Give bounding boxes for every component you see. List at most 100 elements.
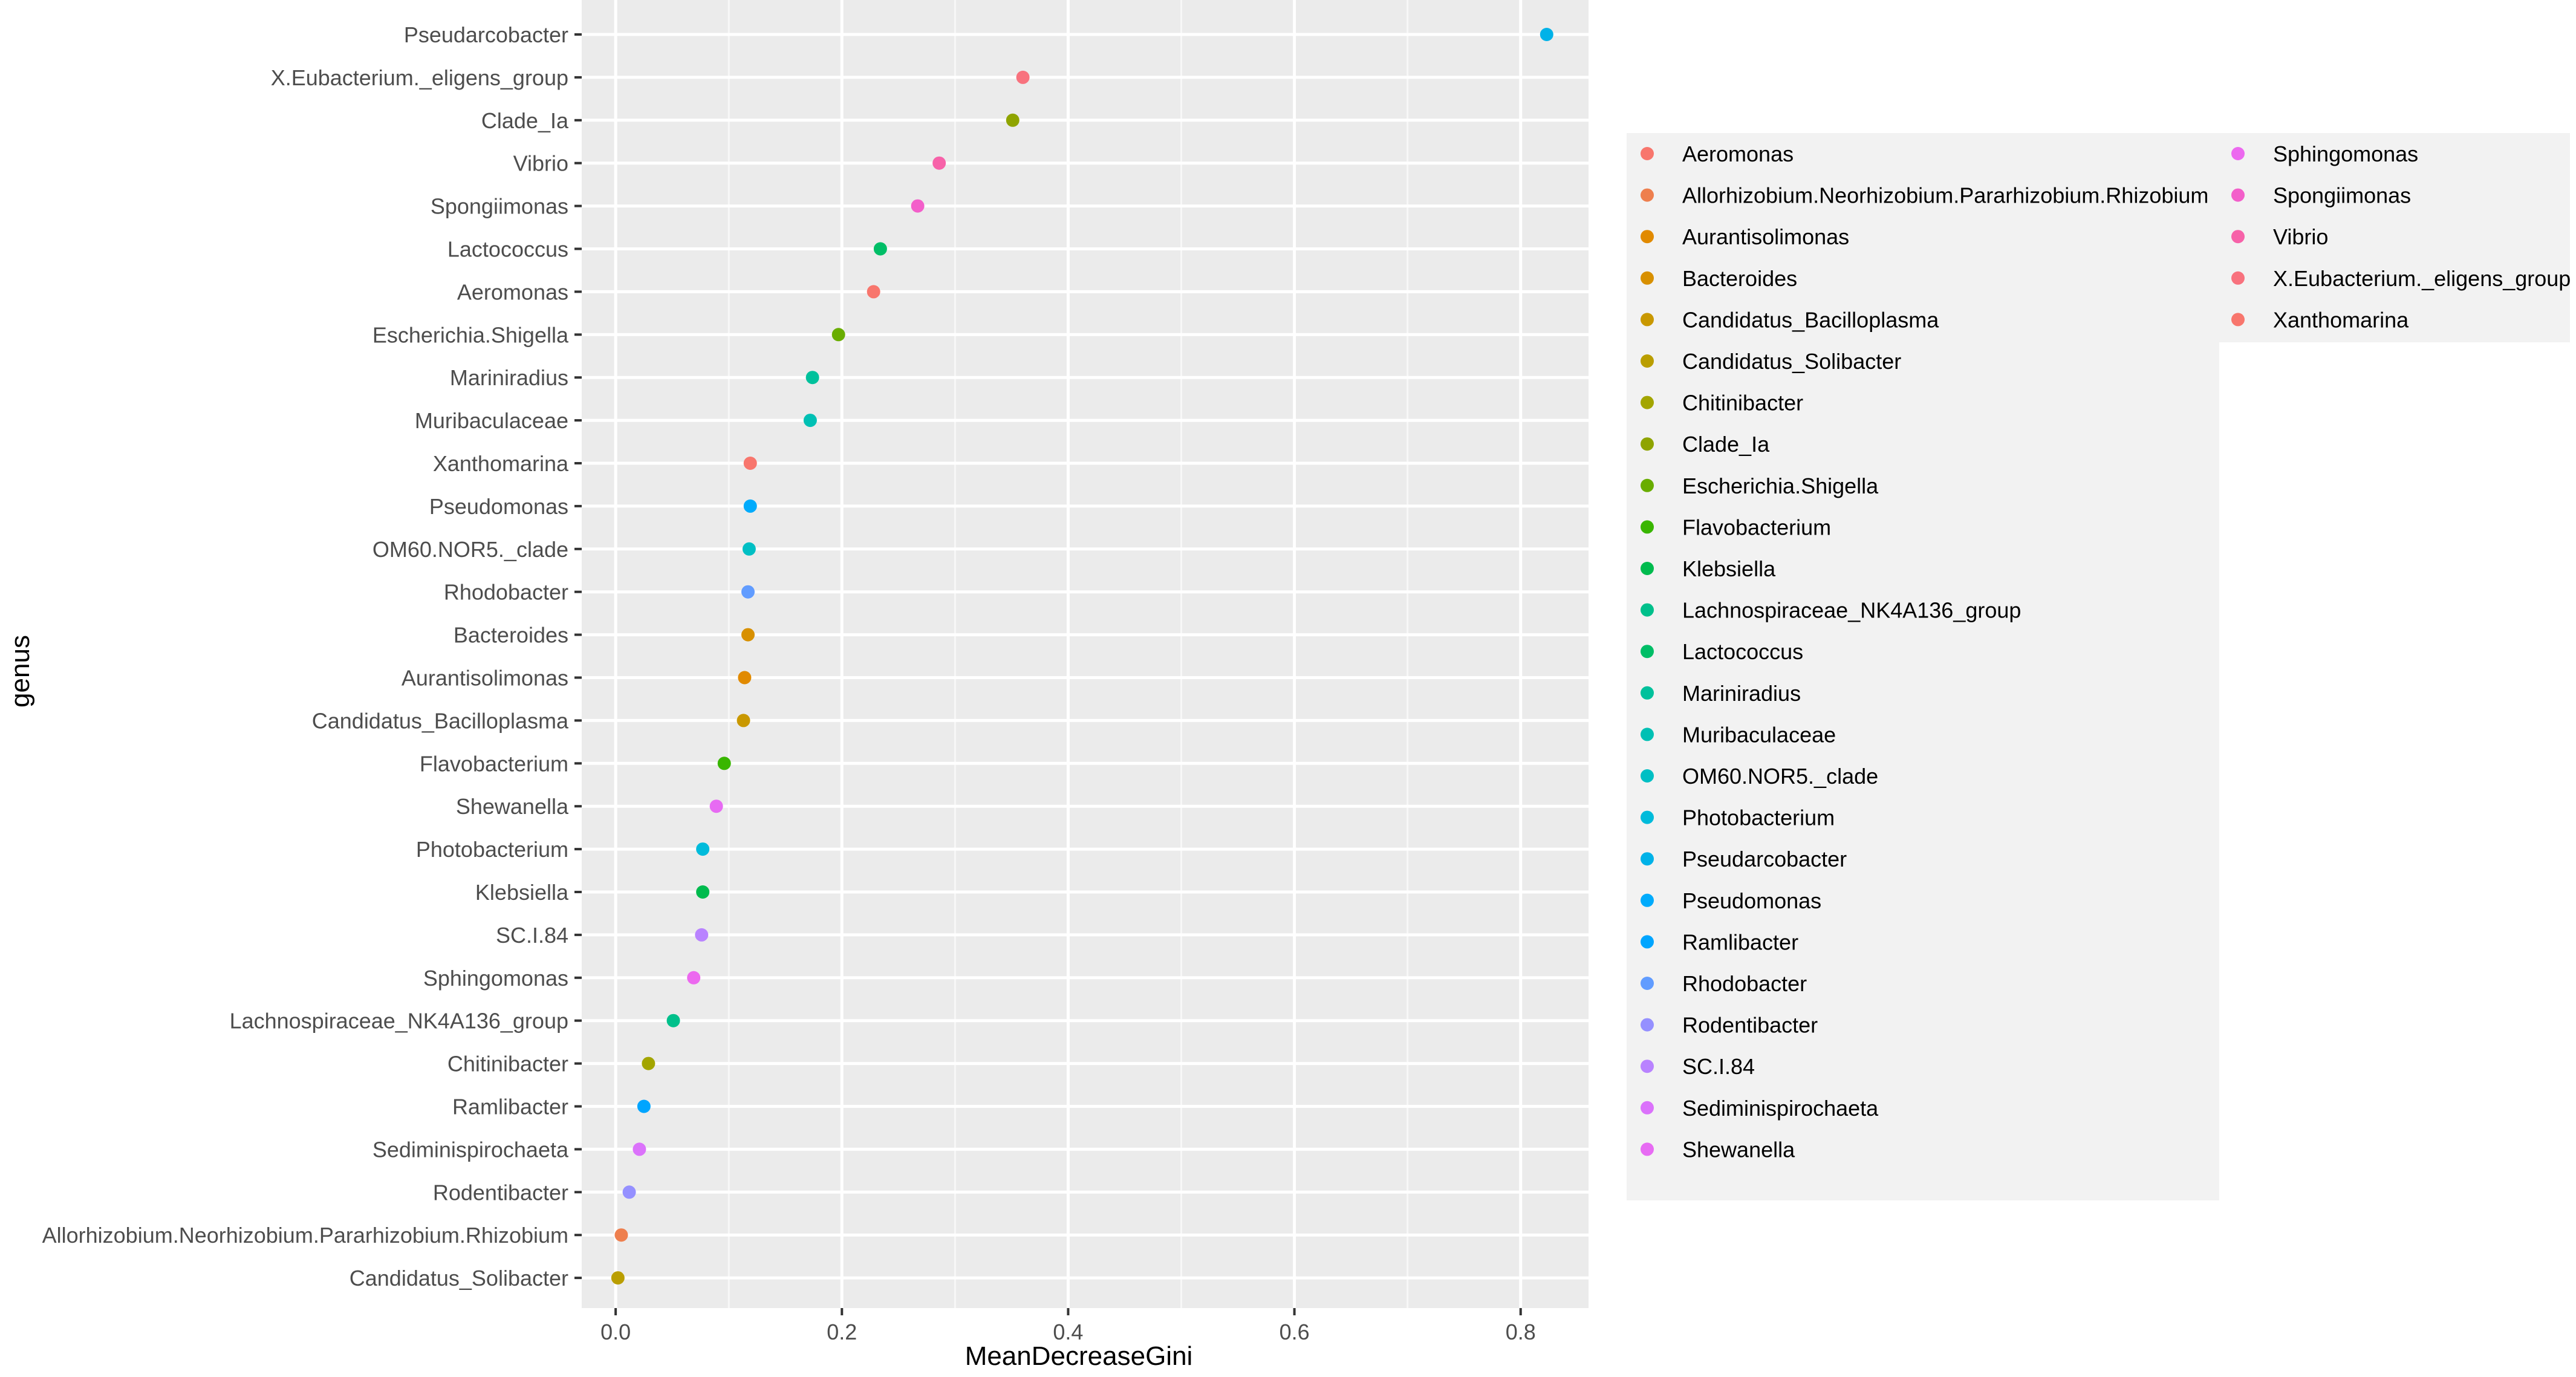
legend-swatch [1641, 354, 1654, 368]
data-point [611, 1271, 625, 1285]
y-tick-label: Aeromonas [457, 279, 568, 304]
y-tick-label: Sediminispirochaeta [372, 1137, 569, 1162]
legend-background [1627, 133, 2219, 1200]
data-point [696, 885, 710, 899]
legend-label: OM60.NOR5._clade [1682, 764, 1878, 789]
y-axis-title: genus [5, 635, 35, 708]
legend-label: Pseudomonas [1682, 888, 1821, 913]
data-point [687, 971, 701, 985]
y-tick-label: Flavobacterium [420, 751, 568, 776]
data-point [696, 842, 710, 856]
legend-swatch [1641, 478, 1654, 492]
y-tick-label: Aurantisolimonas [402, 666, 568, 691]
legend-swatch [1641, 977, 1654, 990]
legend-swatch [1641, 562, 1654, 575]
data-point [1540, 28, 1553, 41]
legend-label: Bacteroides [1682, 266, 1797, 291]
legend-swatch [1641, 810, 1654, 824]
legend-label: Rhodobacter [1682, 971, 1807, 996]
x-tick-label: 0.6 [1280, 1320, 1310, 1344]
data-point [805, 371, 819, 385]
grid-lines [582, 0, 1589, 1308]
legend-swatch [1641, 603, 1654, 617]
legend-swatch [1641, 769, 1654, 783]
y-tick-label: Allorhizobium.Neorhizobium.Pararhizobium… [42, 1223, 568, 1248]
data-point [831, 328, 845, 342]
legend-swatch [1641, 728, 1654, 741]
legend-swatch [1641, 520, 1654, 534]
legend-label: Sediminispirochaeta [1682, 1096, 1879, 1121]
legend-label: Chitinibacter [1682, 391, 1803, 415]
legend-label: Clade_Ia [1682, 432, 1770, 457]
legend-label: Lachnospiraceae_NK4A136_group [1682, 598, 2021, 623]
legend-swatch [1641, 437, 1654, 451]
legend-swatch [1641, 230, 1654, 244]
data-point [614, 1228, 628, 1242]
legend-label: Candidatus_Solibacter [1682, 349, 1901, 374]
data-point [742, 542, 756, 556]
y-tick-label: Vibrio [513, 151, 568, 176]
x-axis-title: MeanDecreaseGini [965, 1341, 1193, 1371]
legend-swatch [1641, 852, 1654, 866]
y-tick-label: Lachnospiraceae_NK4A136_group [230, 1009, 568, 1034]
legend-swatch [1641, 1060, 1654, 1073]
data-point [695, 928, 709, 942]
y-tick-label: Xanthomarina [433, 451, 569, 476]
legend-label: Xanthomarina [2273, 307, 2409, 332]
y-tick-label: Photobacterium [416, 837, 568, 862]
legend-label: Pseudarcobacter [1682, 847, 1847, 871]
y-tick-label: Ramlibacter [452, 1095, 568, 1119]
legend-swatch [1641, 396, 1654, 409]
data-point [637, 1099, 651, 1113]
x-tick-label: 0.2 [827, 1320, 857, 1344]
legend: Aeromonas Allorhizobium.Neorhizobium.Para… [1627, 133, 2571, 1170]
y-tick-label: Rodentibacter [433, 1180, 568, 1205]
legend-swatch [2231, 230, 2245, 244]
y-tick-label: Pseudarcobacter [404, 22, 568, 47]
y-tick-label: Muribaculaceae [415, 408, 568, 433]
data-point [622, 1185, 636, 1199]
y-tick-label: Escherichia.Shigella [372, 322, 569, 347]
y-tick-label: SC.I.84 [496, 923, 568, 948]
legend-label: Spongiimonas [2273, 183, 2411, 208]
data-point [932, 156, 946, 170]
plot-panel [582, 0, 1589, 1308]
y-tick-label: Pseudomonas [429, 494, 568, 519]
legend-label: Escherichia.Shigella [1682, 474, 1879, 498]
legend-label: Sphingomonas [2273, 142, 2418, 166]
legend-swatch [1641, 1142, 1654, 1156]
data-point [743, 499, 757, 513]
data-point [741, 628, 755, 642]
y-tick-label: Spongiimonas [431, 194, 568, 219]
legend-background-col2 [2217, 133, 2570, 342]
legend-label: Muribaculaceae [1682, 722, 1836, 747]
y-tick-label: Shewanella [456, 794, 569, 819]
x-tick-label: 0.8 [1506, 1320, 1536, 1344]
y-tick-label: Bacteroides [454, 623, 568, 648]
data-point [803, 414, 817, 428]
y-axis-labels: Pseudarcobacter X.Eubacterium._eligens_gr… [42, 22, 582, 1291]
legend-label: Candidatus_Bacilloplasma [1682, 307, 1939, 332]
data-point [666, 1014, 680, 1027]
y-tick-label: OM60.NOR5._clade [372, 537, 568, 562]
legend-label: SC.I.84 [1682, 1054, 1755, 1079]
y-tick-label: Candidatus_Solibacter [350, 1266, 568, 1291]
data-point [741, 585, 755, 599]
data-point [738, 671, 752, 685]
legend-swatch [1641, 686, 1654, 700]
data-point [867, 285, 880, 299]
data-point [873, 242, 887, 256]
legend-swatch [1641, 935, 1654, 949]
data-point [737, 714, 750, 728]
legend-label: Shewanella [1682, 1137, 1795, 1162]
legend-label: Flavobacterium [1682, 515, 1831, 539]
y-tick-label: Klebsiella [475, 880, 569, 905]
legend-label: Allorhizobium.Neorhizobium.Pararhizobium… [1682, 183, 2208, 208]
x-axis: 0.0 0.2 0.4 0.6 0.8 [600, 1308, 1536, 1344]
legend-label: Aeromonas [1682, 142, 1794, 166]
legend-label: X.Eubacterium._eligens_group [2273, 266, 2571, 291]
legend-label: Klebsiella [1682, 556, 1776, 581]
legend-swatch [2231, 188, 2245, 202]
data-point [743, 457, 757, 470]
